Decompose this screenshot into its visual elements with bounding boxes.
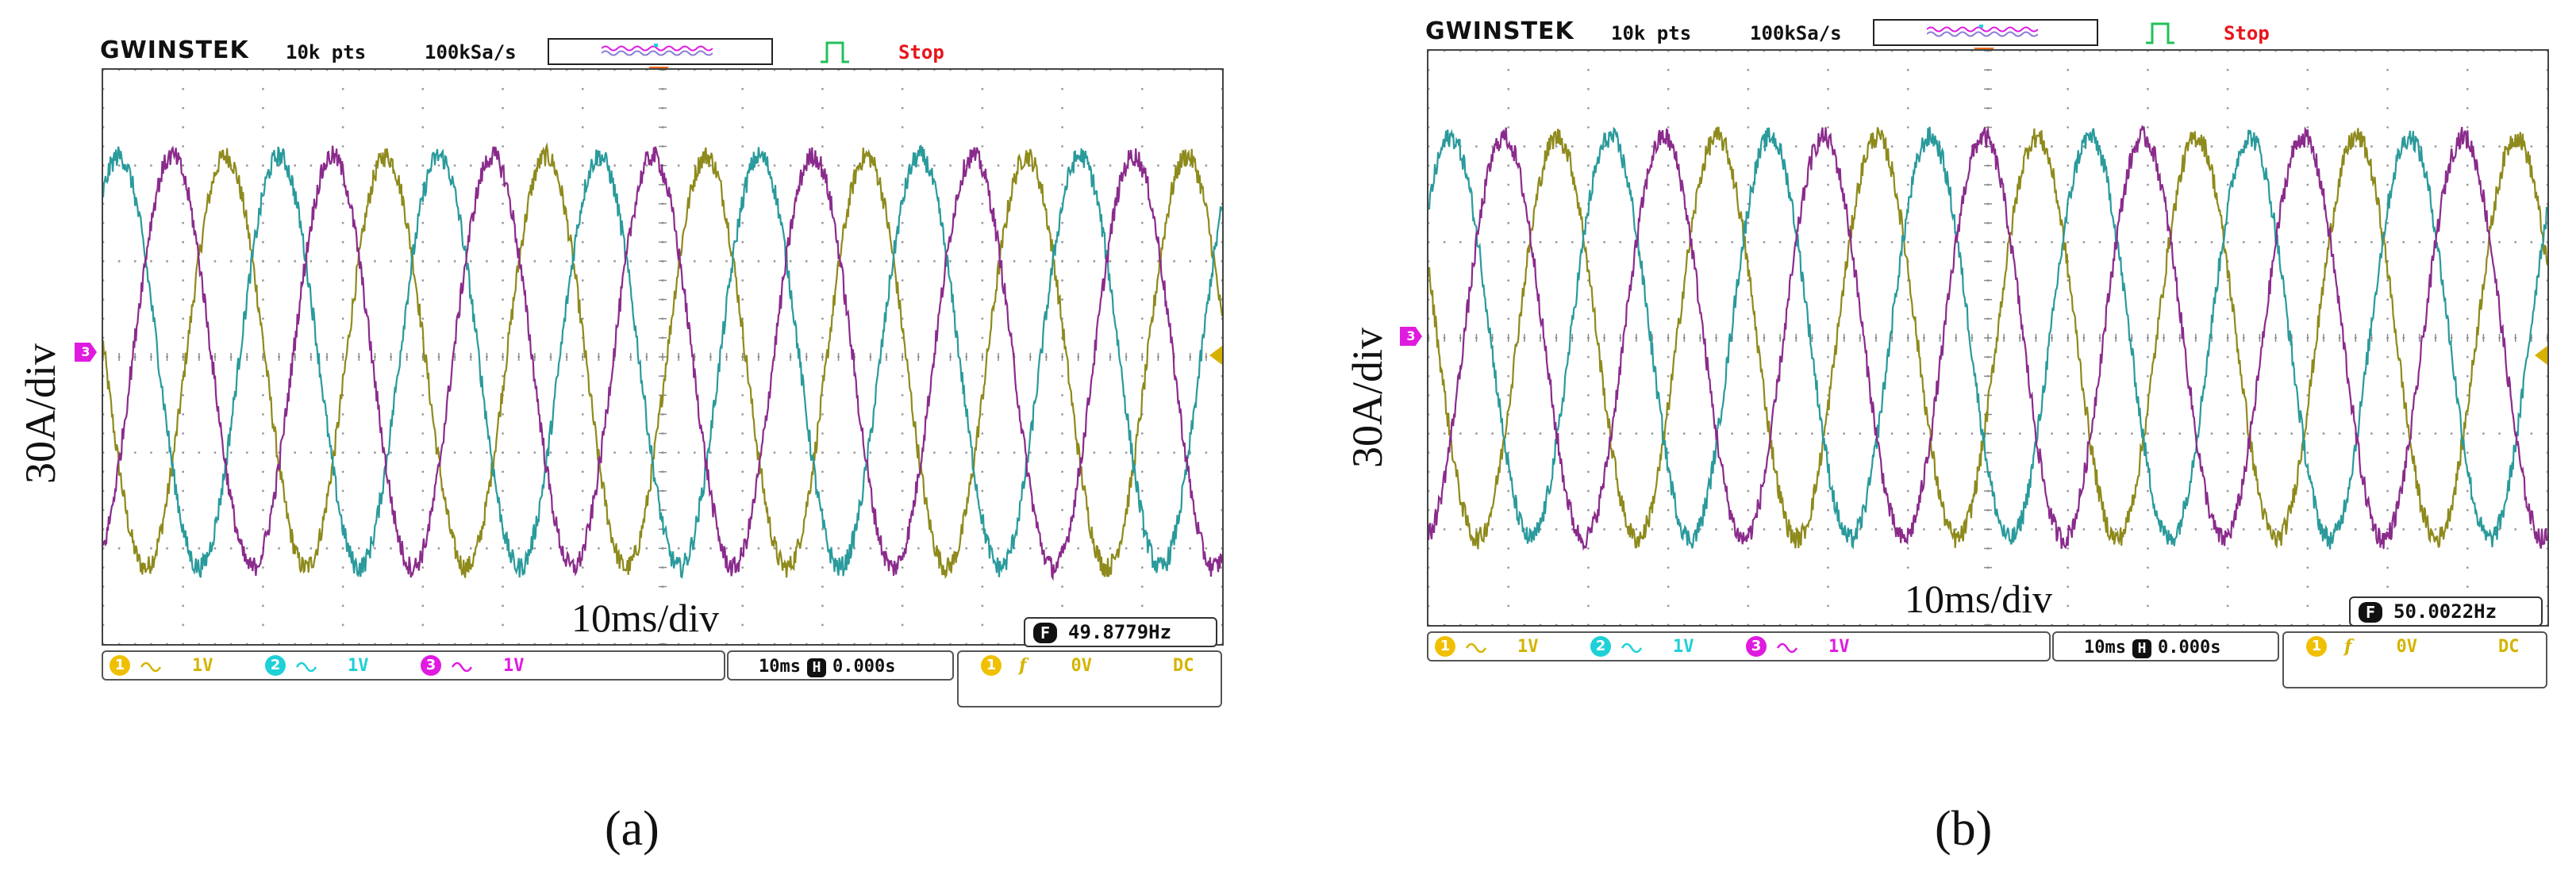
horizontal-position-icon: H bbox=[2132, 639, 2151, 658]
trigger-slope: f bbox=[2344, 636, 2352, 657]
trigger-coupling: DC bbox=[2497, 636, 2520, 657]
channel-3-scale: 1V bbox=[1828, 636, 1850, 657]
frequency-icon: F bbox=[1033, 623, 1057, 643]
timebase-readout: 10ms H 0.000s bbox=[759, 657, 895, 677]
waveform-series-3 bbox=[1428, 125, 2547, 551]
waveform-plot bbox=[103, 70, 1222, 644]
panel-b-label: (b) bbox=[1935, 802, 1993, 856]
channel-2-badge: 2 bbox=[1590, 636, 1611, 657]
horizontal-position-icon: H bbox=[806, 658, 826, 677]
trigger-status-bar: 1 f 0V DC bbox=[2282, 631, 2547, 688]
brand-logo: GWINSTEK bbox=[1425, 17, 1574, 45]
waveform-series-2 bbox=[1428, 126, 2547, 550]
channel-2-scale: 1V bbox=[1673, 636, 1694, 657]
run-state: Stop bbox=[2224, 22, 2270, 44]
waveform-series-1 bbox=[103, 142, 1222, 580]
ac-coupling-icon bbox=[1465, 642, 1487, 653]
waveform-display bbox=[1427, 49, 2549, 627]
channel-status-bar: 1 1V 2 1V 3 1V bbox=[1427, 631, 2051, 662]
channel-2-status: 2 1V bbox=[1590, 636, 1694, 657]
frequency-readout: F 50.0022Hz bbox=[2349, 596, 2543, 627]
trigger-status-bar: 1 f 0V DC bbox=[957, 650, 1222, 708]
horizontal-position-value: 0.000s bbox=[2157, 638, 2221, 658]
channel-2-badge: 2 bbox=[265, 655, 286, 676]
trigger-level: 0V bbox=[1071, 655, 1092, 676]
timebase-bar: 10ms H 0.000s bbox=[2052, 631, 2279, 662]
memory-waveform-icon bbox=[1927, 25, 2038, 37]
trigger-settings: 1 f 0V DC bbox=[981, 655, 1194, 676]
trigger-slope: f bbox=[1019, 655, 1027, 676]
channel-3-badge: 3 bbox=[1746, 636, 1767, 657]
waveform-series-1 bbox=[1428, 126, 2547, 550]
brand-logo: GWINSTEK bbox=[100, 36, 249, 64]
waveform-series-3 bbox=[103, 145, 1222, 581]
channel-1-badge: 1 bbox=[1435, 636, 1455, 657]
channel-2-status: 2 1V bbox=[265, 655, 369, 676]
graticule bbox=[103, 70, 1222, 644]
trigger-coupling: DC bbox=[1172, 655, 1194, 676]
trigger-edge-icon bbox=[821, 41, 849, 63]
channel-status-bar: 1 1V 2 1V 3 1V bbox=[102, 650, 725, 681]
y-scale-label: 30A/div bbox=[17, 343, 64, 484]
channel-3-ground-marker: 3 bbox=[1400, 327, 1422, 346]
memory-bar bbox=[1873, 19, 2098, 46]
x-scale-label: 10ms/div bbox=[1905, 576, 2053, 622]
channel-1-scale: 1V bbox=[1517, 636, 1539, 657]
panel-a-label: (a) bbox=[605, 802, 659, 856]
trigger-level: 0V bbox=[2396, 636, 2417, 657]
channel-1-status: 1 1V bbox=[110, 655, 213, 676]
ac-coupling-icon bbox=[140, 662, 162, 672]
ac-coupling-icon bbox=[451, 662, 473, 672]
ac-coupling-icon bbox=[1776, 642, 1798, 653]
timebase-value: 10ms bbox=[2084, 638, 2126, 658]
waveform-series-2 bbox=[103, 144, 1222, 579]
timebase-bar: 10ms H 0.000s bbox=[727, 650, 954, 681]
run-state: Stop bbox=[898, 41, 944, 63]
trigger-source-badge: 1 bbox=[2306, 636, 2327, 657]
channel-1-status: 1 1V bbox=[1435, 636, 1539, 657]
memory-waveform-icon bbox=[602, 44, 713, 56]
channel-3-status: 3 1V bbox=[421, 655, 525, 676]
sample-rate: 100kSa/s bbox=[425, 41, 517, 63]
horizontal-position-value: 0.000s bbox=[832, 657, 896, 677]
frequency-value: 49.8779Hz bbox=[1068, 621, 1172, 643]
trigger-level-marker bbox=[2535, 346, 2547, 365]
ac-coupling-icon bbox=[1621, 642, 1643, 653]
waveform-plot bbox=[1428, 51, 2547, 625]
channel-3-scale: 1V bbox=[503, 655, 525, 676]
frequency-value: 50.0022Hz bbox=[2393, 600, 2497, 623]
record-length: 10k pts bbox=[286, 41, 367, 63]
y-scale-label: 30A/div bbox=[1344, 327, 1391, 468]
trigger-settings: 1 f 0V DC bbox=[2306, 636, 2519, 657]
frequency-icon: F bbox=[2359, 602, 2382, 623]
timebase-readout: 10ms H 0.000s bbox=[2084, 638, 2220, 658]
channel-3-badge: 3 bbox=[421, 655, 441, 676]
channel-1-scale: 1V bbox=[192, 655, 213, 676]
sample-rate: 100kSa/s bbox=[1750, 22, 1842, 44]
scope-panel-b: GWINSTEK 10k pts 100kSa/s Stop 3 30A/div… bbox=[1344, 0, 2576, 882]
memory-bar bbox=[548, 38, 773, 65]
timebase-value: 10ms bbox=[759, 657, 801, 677]
scope-panel-a: GWINSTEK 10k pts 100kSa/s Stop 3 30A/div… bbox=[0, 0, 1270, 882]
trigger-source-badge: 1 bbox=[981, 655, 1002, 676]
frequency-readout: F 49.8779Hz bbox=[1024, 617, 1217, 647]
trigger-edge-icon bbox=[2146, 22, 2174, 44]
channel-3-ground-marker: 3 bbox=[75, 343, 97, 362]
record-length: 10k pts bbox=[1611, 22, 1692, 44]
x-scale-label: 10ms/div bbox=[571, 595, 720, 641]
waveform-display bbox=[102, 68, 1224, 646]
channel-2-scale: 1V bbox=[348, 655, 369, 676]
trigger-level-marker bbox=[1209, 346, 1222, 365]
channel-3-status: 3 1V bbox=[1746, 636, 1850, 657]
ac-coupling-icon bbox=[295, 662, 317, 672]
channel-1-badge: 1 bbox=[110, 655, 130, 676]
